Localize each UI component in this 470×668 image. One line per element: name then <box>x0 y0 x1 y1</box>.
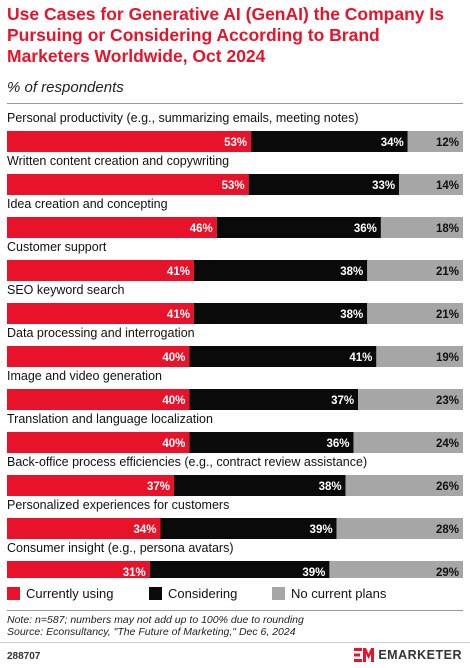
category-label: Written content creation and copywriting <box>7 154 229 168</box>
bar-segment-considering <box>248 174 400 195</box>
data-label-considering: 39% <box>302 567 325 578</box>
data-label-no-current-plans: 29% <box>436 567 459 578</box>
data-label-no-current-plans: 26% <box>436 481 459 493</box>
bar-segment-currently-using <box>7 475 175 496</box>
legend-swatch-no-current-plans <box>272 586 285 600</box>
legend-label-no-current-plans: No current plans <box>291 585 387 601</box>
bar-segment-considering <box>160 518 337 539</box>
data-label-no-current-plans: 23% <box>436 395 459 407</box>
bar-segment-no-current-plans <box>407 131 463 152</box>
legend-swatch-considering <box>149 586 162 600</box>
bar-segment-considering <box>193 303 368 324</box>
data-label-considering: 38% <box>319 481 342 493</box>
data-label-no-current-plans: 12% <box>436 137 459 149</box>
bar-segment-considering <box>189 346 377 367</box>
category-label: SEO keyword search <box>7 283 124 297</box>
data-label-considering: 37% <box>331 395 354 407</box>
bar-segment-considering <box>189 389 359 410</box>
data-label-currently-using: 37% <box>147 481 170 493</box>
data-label-currently-using: 34% <box>133 524 156 536</box>
bar-segment-currently-using <box>7 131 252 152</box>
legend-item-considering: Considering <box>149 586 272 601</box>
bar-segment-no-current-plans <box>358 389 463 410</box>
data-label-no-current-plans: 19% <box>436 352 459 364</box>
chart-title: Use Cases for Generative AI (GenAI) the … <box>7 4 444 66</box>
bar-segment-considering <box>216 217 381 238</box>
bar-segment-currently-using <box>7 260 194 281</box>
chart-source: Source: Econsultancy, "The Future of Mar… <box>7 626 296 638</box>
category-label: Image and video generation <box>7 369 162 383</box>
bar-segment-no-current-plans <box>345 475 463 496</box>
bar-segment-no-current-plans <box>367 303 463 324</box>
bar-segment-considering <box>149 561 330 578</box>
data-label-currently-using: 40% <box>162 352 185 364</box>
emarketer-logo-icon <box>354 648 375 662</box>
bar-segment-currently-using <box>7 518 161 539</box>
legend-label-considering: Considering <box>168 585 238 601</box>
bottom-divider <box>0 642 470 643</box>
bar-segment-currently-using <box>7 432 190 453</box>
category-label: Personalized experiences for customers <box>7 498 229 512</box>
bar-segment-currently-using <box>7 346 190 367</box>
bar-segment-no-current-plans <box>367 260 463 281</box>
legend-item-no-current-plans: No current plans <box>272 586 386 601</box>
data-label-no-current-plans: 18% <box>436 223 459 235</box>
footer-divider <box>7 610 463 611</box>
chart-note: Note: n=587; numbers may not add up to 1… <box>7 614 304 626</box>
bar-segment-considering <box>193 260 368 281</box>
data-label-considering: 33% <box>372 180 395 192</box>
bar-segment-considering <box>189 432 354 453</box>
bar-segment-considering <box>251 131 408 152</box>
bar-segment-currently-using <box>7 217 217 238</box>
bar-segment-currently-using <box>7 174 249 195</box>
legend-item-currently-using: Currently using <box>7 586 149 601</box>
data-label-currently-using: 41% <box>167 309 190 321</box>
data-label-considering: 34% <box>381 137 404 149</box>
bar-segment-considering <box>174 475 346 496</box>
chart-subtitle: % of respondents <box>7 79 124 96</box>
data-label-no-current-plans: 21% <box>436 309 459 321</box>
brand-lockup: EMARKETER <box>354 648 462 662</box>
data-label-considering: 36% <box>327 438 350 450</box>
data-label-currently-using: 53% <box>222 180 245 192</box>
chart-id: 288707 <box>7 651 41 662</box>
bar-segment-no-current-plans <box>353 432 463 453</box>
category-label: Personal productivity (e.g., summarizing… <box>7 111 359 125</box>
category-label: Back-office process efficiencies (e.g., … <box>7 455 367 469</box>
data-label-no-current-plans: 28% <box>436 524 459 536</box>
category-label: Translation and language localization <box>7 412 213 426</box>
data-label-currently-using: 40% <box>162 395 185 407</box>
title-divider <box>7 103 463 104</box>
data-label-no-current-plans: 14% <box>436 180 459 192</box>
data-label-considering: 36% <box>354 223 377 235</box>
bar-segment-currently-using <box>7 389 190 410</box>
legend-label-currently-using: Currently using <box>26 585 114 601</box>
bar-segment-no-current-plans <box>329 561 463 578</box>
stacked-bar-chart: Personal productivity (e.g., summarizing… <box>7 111 463 578</box>
category-label: Consumer insight (e.g., persona avatars) <box>7 541 234 555</box>
data-label-no-current-plans: 24% <box>436 438 459 450</box>
data-label-considering: 38% <box>340 309 363 321</box>
data-label-currently-using: 40% <box>162 438 185 450</box>
bar-segment-currently-using <box>7 303 194 324</box>
category-label: Data processing and interrogation <box>7 326 195 340</box>
bar-segment-currently-using <box>7 561 150 578</box>
chart-legend: Currently using Considering No current p… <box>7 585 386 601</box>
data-label-considering: 39% <box>310 524 333 536</box>
legend-swatch-currently-using <box>7 586 20 600</box>
category-label: Customer support <box>7 240 107 254</box>
category-label: Idea creation and concepting <box>7 197 168 211</box>
data-label-considering: 41% <box>349 352 372 364</box>
data-label-currently-using: 53% <box>224 137 247 149</box>
data-label-currently-using: 31% <box>123 567 146 578</box>
bar-segment-no-current-plans <box>376 346 463 367</box>
data-label-currently-using: 41% <box>167 266 190 278</box>
bar-segment-no-current-plans <box>380 217 463 238</box>
data-label-no-current-plans: 21% <box>436 266 459 278</box>
bar-segment-no-current-plans <box>399 174 463 195</box>
data-label-considering: 38% <box>340 266 363 278</box>
brand-name: EMARKETER <box>378 648 462 662</box>
data-label-currently-using: 46% <box>190 223 213 235</box>
bar-segment-no-current-plans <box>336 518 463 539</box>
